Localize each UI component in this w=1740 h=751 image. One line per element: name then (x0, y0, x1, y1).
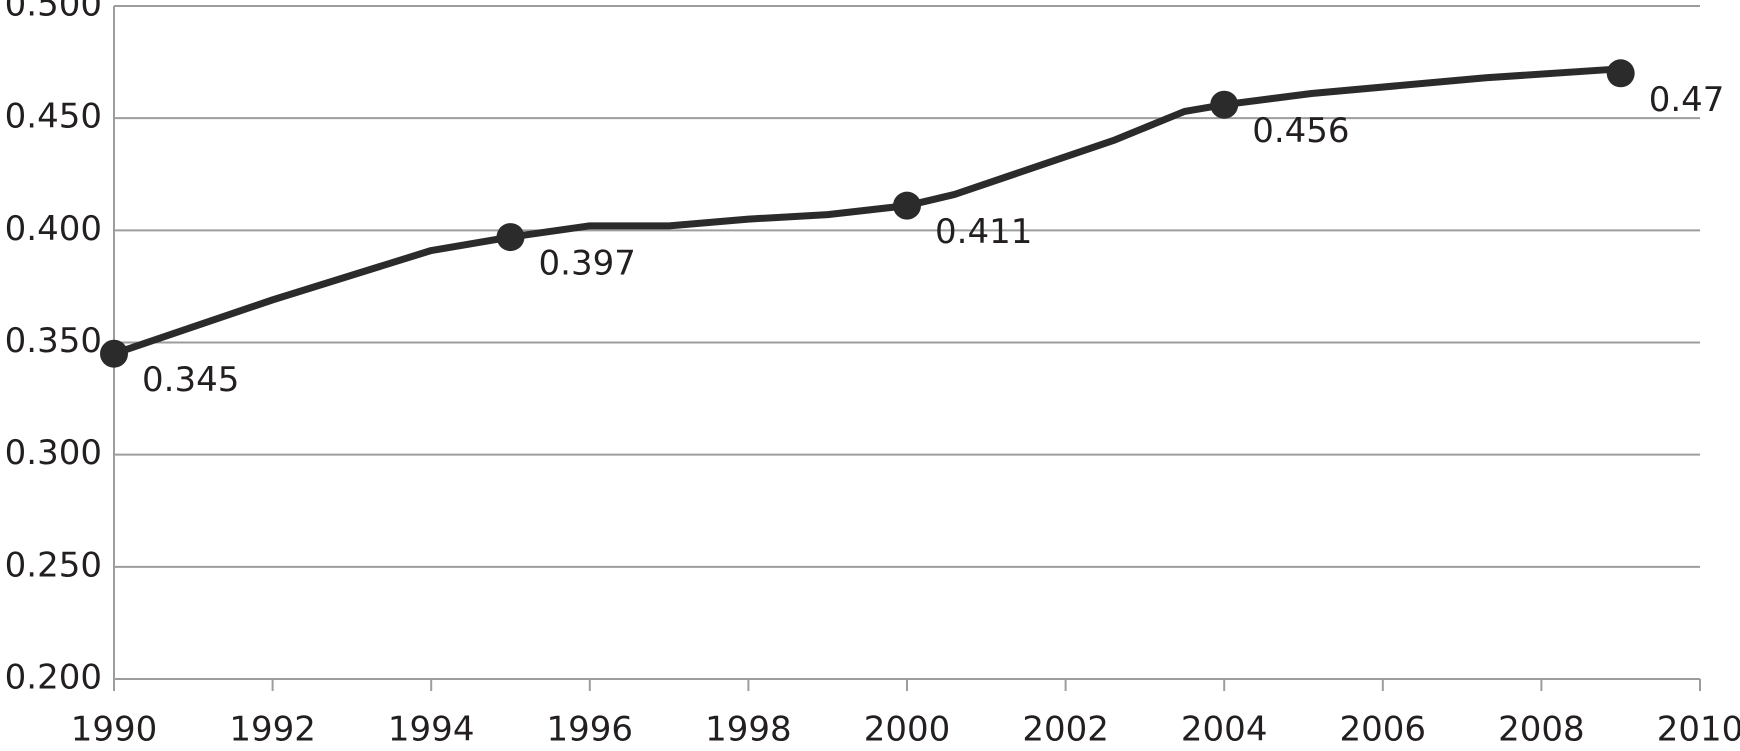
data-label: 0.397 (539, 244, 636, 284)
x-tick-label: 1996 (547, 710, 634, 750)
data-marker (1606, 59, 1635, 88)
data-label: 0.47 (1649, 80, 1725, 120)
x-tick-label: 2010 (1657, 710, 1740, 750)
x-tick-label: 1998 (705, 710, 792, 750)
y-tick-label: 0.500 (5, 0, 102, 25)
data-marker (1210, 90, 1239, 119)
y-tick-label: 0.450 (5, 97, 102, 137)
data-marker (100, 339, 128, 368)
y-tick-label: 0.250 (5, 545, 102, 585)
x-tick-label: 2000 (864, 710, 951, 750)
x-tick-label: 1994 (388, 710, 475, 750)
x-tick-label: 2008 (1498, 710, 1585, 750)
x-tick-label: 2002 (1022, 710, 1109, 750)
y-tick-label: 0.400 (5, 209, 102, 249)
data-marker (893, 191, 921, 220)
y-tick-label: 0.350 (5, 321, 102, 361)
data-marker (496, 223, 525, 252)
y-tick-label: 0.200 (5, 658, 102, 698)
x-tick-label: 2006 (1340, 710, 1427, 750)
x-tick-label: 2004 (1181, 710, 1268, 750)
y-tick-label: 0.300 (5, 433, 102, 473)
data-label: 0.345 (142, 360, 239, 400)
data-line (112, 65, 1621, 358)
x-tick-label: 1992 (229, 710, 316, 750)
data-label: 0.411 (935, 212, 1032, 252)
x-tick-label: 1990 (71, 710, 158, 750)
data-label: 0.456 (1252, 111, 1349, 151)
